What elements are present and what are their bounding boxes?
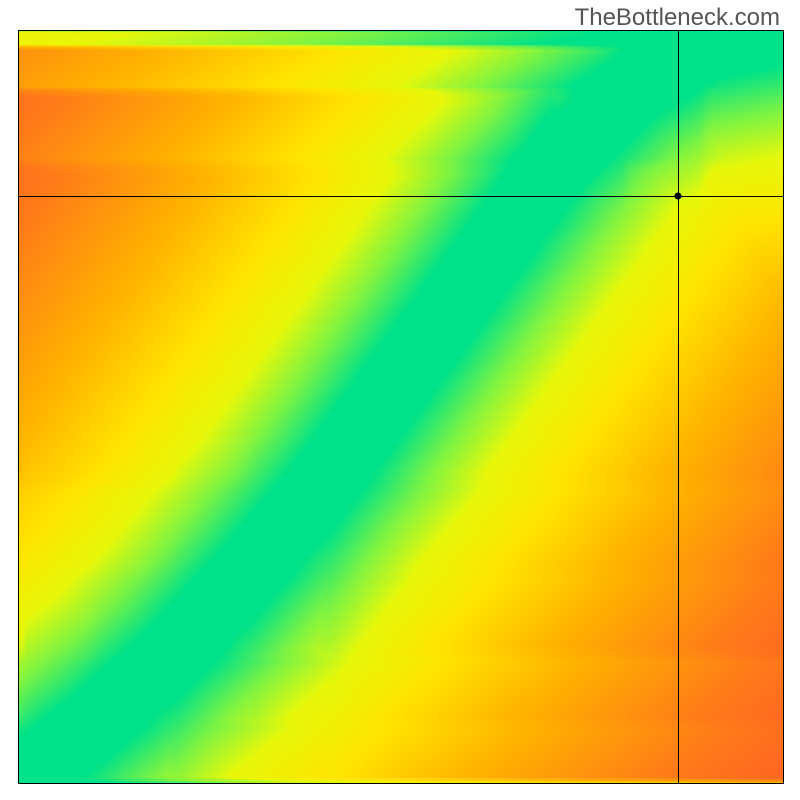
heatmap-chart [18,30,784,784]
chart-container: TheBottleneck.com [0,0,800,800]
crosshair-marker [675,193,682,200]
heatmap-canvas [19,31,783,783]
crosshair-horizontal [19,196,783,197]
crosshair-vertical [678,31,679,783]
watermark-text: TheBottleneck.com [575,4,780,32]
